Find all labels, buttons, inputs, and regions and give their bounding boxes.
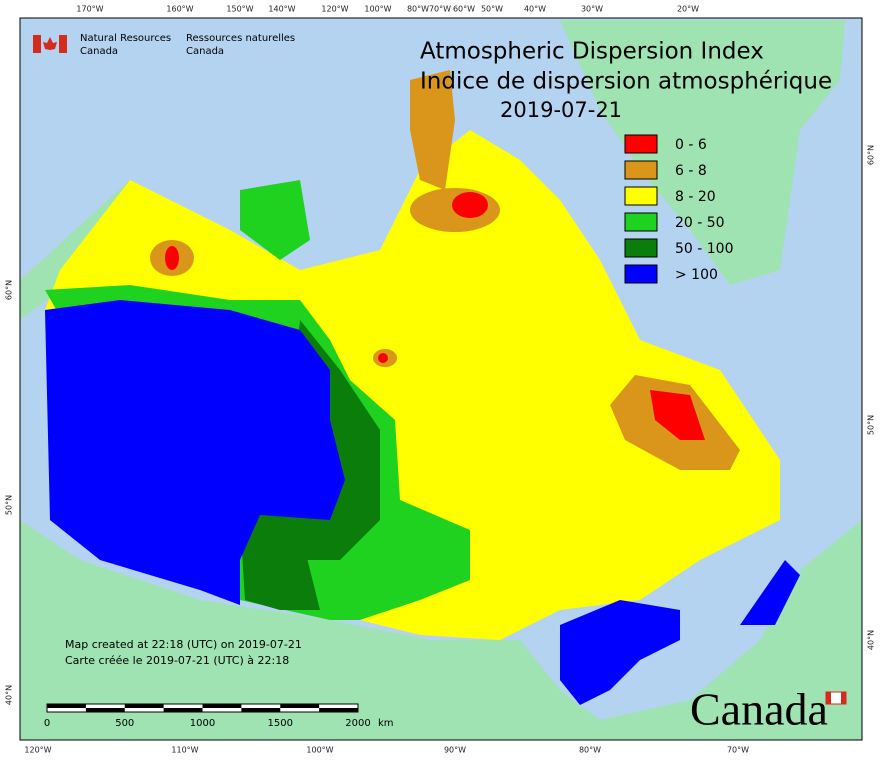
lat-label: 40°N [5,685,14,705]
scale-label: 1500 [268,718,293,729]
red-labrador [650,390,705,440]
scale-label: 500 [115,718,134,729]
map-frame [19,17,863,741]
title: Atmospheric Dispersion Index [420,39,764,65]
lat-label: 40°N [867,630,876,650]
agency-en: Natural Resources [80,33,171,44]
scale-label: 1000 [190,718,215,729]
graticule: 170°W 160°W 150°W 140°W 120°W 100°W 80°W 70°W 60… [5,5,876,755]
lon-label: 20°W [677,5,699,14]
green-arctic [240,180,310,260]
legend-swatch [624,186,658,206]
lon-label: 60°W [453,5,475,14]
scale-label: 2000 [345,718,370,729]
red-yukon [165,246,179,270]
red-baffin [452,192,488,218]
legend-swatch [624,212,658,232]
legend-swatch [624,264,658,284]
wordmark: Canada [690,684,828,735]
lat-label: 60°N [867,145,876,165]
title: Indice de dispersion atmosphérique [420,69,832,95]
lon-label: 120°W [321,5,348,14]
scale-segment [319,708,358,712]
blue-maritimes [740,560,800,625]
lat-label: 50°N [867,415,876,435]
yellow-zone [45,130,780,640]
lon-label: 100°W [306,746,333,755]
note: Map created at 22:18 (UTC) on 2019-07-21 [65,638,302,651]
legend-label: > 100 [675,267,718,283]
flag-right [59,35,67,53]
lon-label: 80°W [407,5,429,14]
lon-label: 150°W [226,5,253,14]
lon-label: 170°W [76,5,103,14]
legend-label: 0 - 6 [675,137,707,153]
scale-segment [241,708,281,712]
flag-left [33,35,41,53]
lon-label: 90°W [444,746,466,755]
legend-label: 6 - 8 [675,163,707,179]
scale-segment [124,704,164,708]
legend-label: 50 - 100 [675,241,734,257]
lat-label: 50°N [5,495,14,515]
greenland [560,20,845,285]
wordmark-flag-bar [841,692,846,704]
agency-en: Canada [80,46,118,57]
lon-label: 30°W [581,5,603,14]
lon-label: 100°W [364,5,391,14]
dark-green-south [240,520,320,610]
lon-label: 80°W [579,746,601,755]
scale-label: 0 [44,718,50,729]
blue-ontario [560,600,680,705]
maple-leaf [43,37,57,50]
lat-label: 60°N [5,280,14,300]
agency-fr: Ressources naturelles [186,33,295,44]
legend: 0 - 6 6 - 8 8 - 20 20 - 50 50 - 100 > 100 [624,134,734,284]
lon-label: 70°W [727,746,749,755]
scale-segment [163,708,203,712]
lon-label: 40°W [524,5,546,14]
lon-label: 110°W [171,746,198,755]
scale-segment [85,708,125,712]
legend-label: 8 - 20 [675,189,716,205]
lon-label: 50°W [481,5,503,14]
scale-unit: km [378,718,394,729]
legend-swatch [624,134,658,154]
legend-label: 20 - 50 [675,215,725,231]
agency-fr: Canada [186,46,224,57]
scale-segment [202,704,242,708]
lon-label: 120°W [24,746,51,755]
blue-west [45,300,345,605]
note: Carte créée le 2019-07-21 (UTC) à 22:18 [65,654,289,667]
orange-north [410,70,455,190]
date: 2019-07-21 [500,98,622,122]
red-hudson [378,353,388,363]
legend-swatch [624,160,658,180]
scale-segment [280,704,320,708]
usa [20,520,862,740]
legend-swatch [624,238,658,258]
lon-label: 160°W [166,5,193,14]
lon-label: 70°W [429,5,451,14]
wordmark-flag-bar [826,692,831,704]
scale-segment [47,704,86,708]
lon-label: 140°W [268,5,295,14]
scale-labels: 0 500 1000 1500 2000 km [44,704,394,729]
